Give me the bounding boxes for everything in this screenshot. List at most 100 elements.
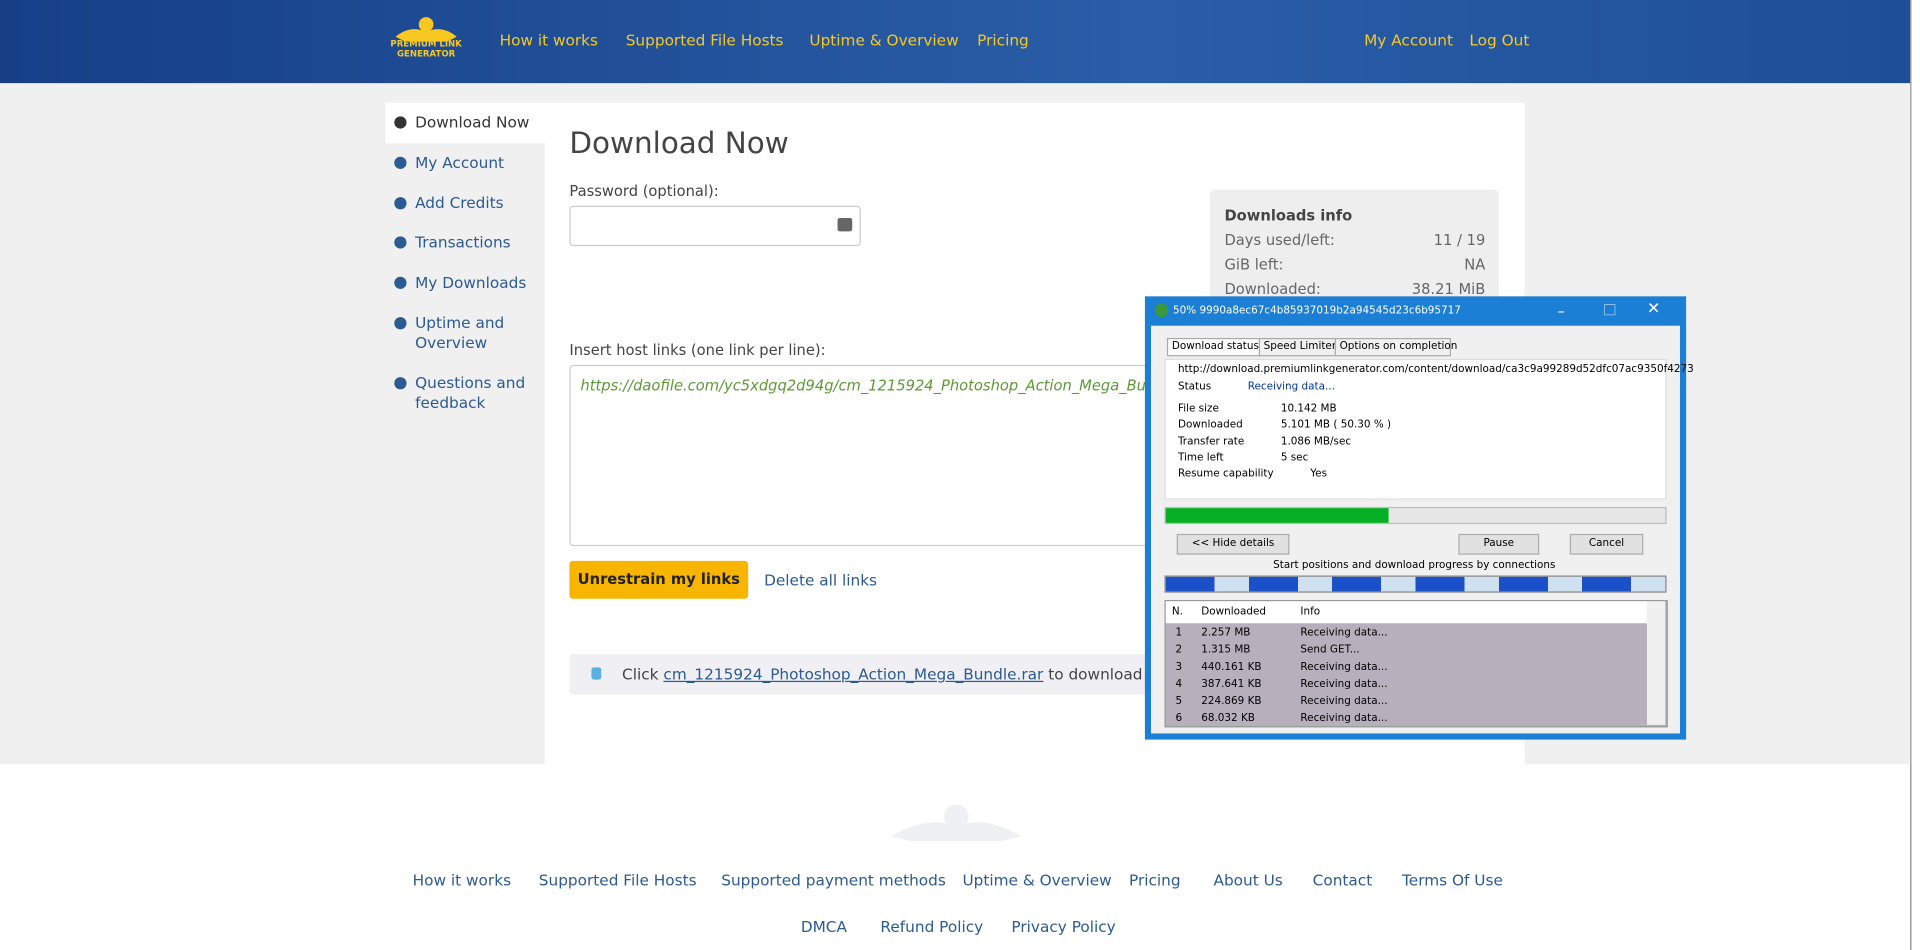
table-cell: 68.032 KB <box>1201 712 1255 725</box>
file-link[interactable]: cm_1215924_Photoshop_Action_Mega_Bundle.… <box>663 664 1044 684</box>
detail-value: 5.101 MB ( 50.30 % ) <box>1280 419 1392 432</box>
notice-icon <box>591 667 602 680</box>
footer-link[interactable]: About Us <box>1213 870 1283 889</box>
logo-text: PREMIUM LINK GENERATOR <box>389 39 462 59</box>
detail-label: Downloaded <box>1177 419 1243 432</box>
tab[interactable]: Options on completion <box>1334 337 1457 357</box>
nav-link[interactable]: Log Out <box>1469 30 1530 49</box>
downloads-info <box>1209 189 1499 301</box>
pause-button[interactable]: Pause <box>1458 533 1540 555</box>
status-value: Receiving data... <box>1247 380 1335 394</box>
table-cell: 2 <box>1175 643 1183 657</box>
table-scrollbar[interactable] <box>1646 601 1666 725</box>
logo-line: GENERATOR <box>397 48 456 59</box>
table-cell: Receiving data... <box>1300 712 1388 725</box>
info-title: Downloads info <box>1224 206 1353 225</box>
table-cell: 6 <box>1175 712 1183 725</box>
table-cell: Receiving data... <box>1300 695 1388 708</box>
info-value: 11 / 19 <box>1433 231 1486 249</box>
password-input[interactable] <box>569 205 861 247</box>
sidebar-link[interactable]: Questions and feedback <box>415 373 526 412</box>
table-cell: Receiving data... <box>1300 677 1388 691</box>
scrollbar[interactable] <box>1910 0 1920 950</box>
table-cell: 1 <box>1175 626 1183 640</box>
info-value: NA <box>1464 255 1486 274</box>
progress-bar <box>1164 506 1667 525</box>
nav-link[interactable]: Supported File Hosts <box>625 30 784 49</box>
table-cell: 224.869 KB <box>1201 695 1262 708</box>
text: Click <box>622 664 659 684</box>
footer-link[interactable]: Uptime & Overview <box>962 870 1112 889</box>
notice-text: Click cm_1215924_Photoshop_Action_Mega_B… <box>622 665 1179 683</box>
detail-label: Transfer rate <box>1177 435 1245 448</box>
footer-link[interactable]: How it works <box>412 870 512 889</box>
sidebar-link[interactable]: Add Credits <box>415 193 504 212</box>
sidebar-link[interactable]: Download Now <box>415 112 530 132</box>
link-text: https://daofile.com/yc5xdgq2d94g/cm_1215… <box>580 377 1165 395</box>
sidebar-link[interactable]: My Account <box>415 153 505 172</box>
dialog-title: 50% 9990a8ec67c4b85937019b2a94545d23c6b9… <box>1173 304 1461 318</box>
footer-link[interactable]: Privacy Policy <box>1011 917 1116 936</box>
detail-label: Resume capability <box>1177 467 1274 481</box>
detail-value: 1.086 MB/sec <box>1280 435 1352 448</box>
app-icon <box>1154 303 1169 318</box>
progress-fill <box>1165 508 1389 523</box>
status-label: Status <box>1177 380 1212 394</box>
table-cell: 3 <box>1175 660 1183 674</box>
nav-link[interactable]: How it works <box>499 30 598 49</box>
label: Password (optional): <box>569 182 719 200</box>
table-header <box>1165 601 1647 624</box>
table-cell: Send GET... <box>1300 643 1360 657</box>
url: http://download.premiumlinkgenerator.com… <box>1177 363 1694 376</box>
sidebar-icon <box>394 156 407 169</box>
nav-link[interactable]: Uptime & Overview <box>809 30 959 49</box>
detail-value: Yes <box>1310 467 1328 481</box>
footer-link[interactable]: Refund Policy <box>880 917 984 936</box>
table-cell: 387.641 KB <box>1201 677 1262 691</box>
cancel-button[interactable]: Cancel <box>1569 533 1644 555</box>
hide-details-button[interactable]: << Hide details <box>1176 533 1290 555</box>
tab[interactable]: Download status <box>1166 337 1262 357</box>
footer-link[interactable]: Terms Of Use <box>1402 870 1503 889</box>
footer-link[interactable]: Supported File Hosts <box>538 870 697 889</box>
maximize: □ <box>1602 300 1617 318</box>
table-cell: Receiving data... <box>1300 626 1388 640</box>
nav-link[interactable]: Pricing <box>977 30 1029 49</box>
close[interactable]: ✕ <box>1646 300 1661 319</box>
key-icon <box>837 217 853 232</box>
footer-link[interactable]: Pricing <box>1128 870 1181 889</box>
delete-link[interactable]: Delete all links <box>764 570 878 589</box>
footer-link[interactable]: Contact <box>1312 870 1373 889</box>
sidebar-active <box>385 102 545 144</box>
table-cell: 1.315 MB <box>1201 643 1251 657</box>
table-cell: Receiving data... <box>1300 660 1388 674</box>
table-cell: 5 <box>1175 695 1183 708</box>
footer-link[interactable]: Supported payment methods <box>721 870 946 889</box>
info-label: GiB left: <box>1224 255 1284 274</box>
label: Insert host links (one link per line): <box>569 341 826 359</box>
sidebar-icon <box>394 197 407 210</box>
sidebar-icon <box>394 317 407 330</box>
submit-button[interactable]: Unrestrain my links <box>569 560 749 599</box>
sidebar-link[interactable]: Uptime and Overview <box>415 313 505 352</box>
sidebar-link[interactable]: Transactions <box>415 232 511 252</box>
minimize[interactable]: – <box>1557 302 1565 320</box>
table-cell: 4 <box>1175 677 1183 691</box>
tab[interactable]: Speed Limiter <box>1258 337 1336 357</box>
table-cell: 440.161 KB <box>1201 660 1262 674</box>
detail-label: Time left <box>1177 451 1224 464</box>
logo-line: PREMIUM LINK <box>390 39 462 49</box>
footer-link[interactable]: DMCA <box>800 917 847 936</box>
nav-link[interactable]: My Account <box>1364 30 1454 49</box>
sidebar-link[interactable]: My Downloads <box>415 273 527 292</box>
info-label: Downloaded: <box>1224 280 1321 298</box>
caption: Start positions and download progress by… <box>1273 559 1556 572</box>
sidebar-icon <box>394 276 407 289</box>
info-value: 38.21 MiB <box>1411 280 1486 298</box>
detail-value: 10.142 MB <box>1280 402 1337 416</box>
detail-value: 5 sec <box>1280 451 1309 464</box>
table-cell: 2.257 MB <box>1201 626 1251 640</box>
header: PREMIUM LINK GENERATOR How it works Suppo… <box>0 0 1911 84</box>
